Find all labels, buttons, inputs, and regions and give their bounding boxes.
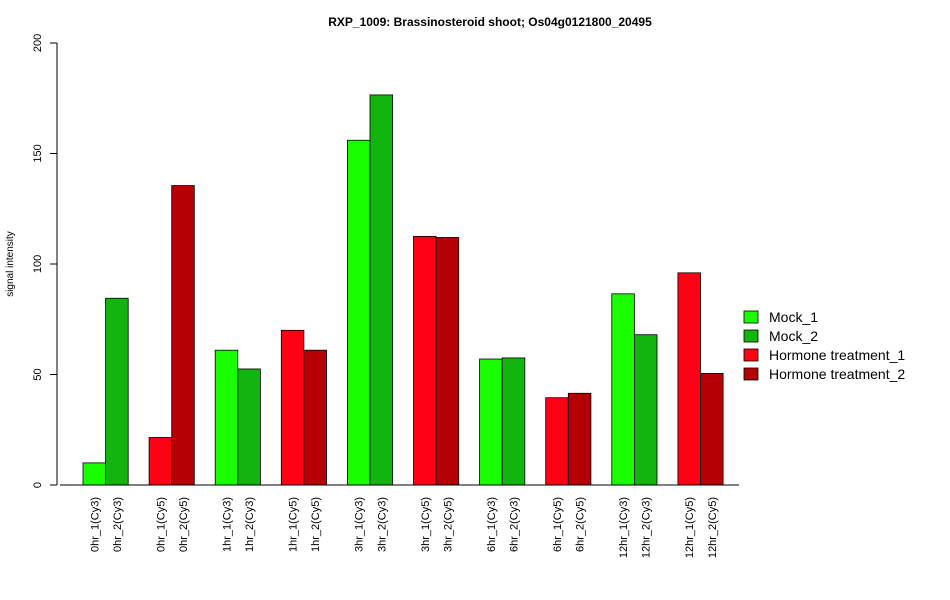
category-label: 1hr_2(Cy5) bbox=[310, 497, 322, 552]
bar bbox=[82, 462, 107, 486]
category-label: 1hr_1(Cy5) bbox=[288, 497, 300, 552]
legend: Mock_1 Mock_2 Hormone treatment_1 Hormone t… bbox=[743, 309, 905, 382]
bar bbox=[611, 293, 635, 486]
y-tick-label: 100 bbox=[32, 255, 44, 273]
bar bbox=[214, 349, 239, 486]
y-tick-label: 200 bbox=[32, 34, 44, 52]
category-label: 12hr_2(Cy5) bbox=[707, 497, 719, 558]
bar bbox=[435, 237, 460, 486]
category-label: 6hr_2(Cy3) bbox=[509, 497, 521, 552]
legend-label: Mock_1 bbox=[769, 309, 818, 325]
chart-title: RXP_1009: Brassinosteroid shoot; Os04g01… bbox=[328, 15, 652, 29]
category-label: 3hr_1(Cy3) bbox=[354, 497, 366, 552]
legend-label: Hormone treatment_1 bbox=[769, 347, 905, 363]
y-tick-label: 0 bbox=[32, 482, 44, 488]
bar bbox=[413, 235, 437, 486]
bars-layer bbox=[82, 94, 724, 486]
legend-swatch bbox=[743, 367, 759, 381]
bar bbox=[369, 94, 394, 486]
category-label: 1hr_2(Cy3) bbox=[244, 497, 256, 552]
y-tick-label: 150 bbox=[32, 144, 44, 162]
bar bbox=[105, 297, 129, 486]
bar bbox=[501, 357, 526, 486]
category-label: 12hr_1(Cy5) bbox=[684, 497, 696, 558]
bar bbox=[171, 185, 195, 486]
legend-swatch bbox=[743, 329, 759, 343]
category-label: 0hr_1(Cy3) bbox=[89, 497, 101, 552]
category-labels: 0hr_1(Cy3) 0hr_2(Cy3) 0hr_1(Cy5) 0hr_2(Cy5)… bbox=[89, 497, 719, 558]
legend-swatch bbox=[743, 310, 759, 324]
y-axis: 0 50 100 150 200 bbox=[32, 34, 58, 488]
category-label: 6hr_1(Cy5) bbox=[552, 497, 564, 552]
bar bbox=[700, 372, 724, 486]
category-label: 12hr_2(Cy3) bbox=[641, 497, 653, 558]
y-axis-label: signal intensity bbox=[5, 231, 16, 297]
bar bbox=[677, 272, 701, 486]
category-label: 1hr_1(Cy3) bbox=[222, 497, 234, 552]
category-label: 3hr_2(Cy3) bbox=[376, 497, 388, 552]
category-label: 0hr_2(Cy5) bbox=[178, 497, 190, 552]
bar bbox=[567, 392, 592, 486]
category-label: 6hr_2(Cy5) bbox=[575, 497, 587, 552]
bar bbox=[545, 397, 569, 486]
category-label: 6hr_1(Cy3) bbox=[486, 497, 498, 552]
y-tick-label: 50 bbox=[32, 368, 44, 380]
bar bbox=[237, 368, 261, 486]
category-label: 0hr_1(Cy5) bbox=[155, 497, 167, 552]
bar bbox=[479, 358, 503, 486]
bar bbox=[303, 349, 327, 486]
bar bbox=[346, 139, 371, 486]
bar bbox=[634, 334, 658, 486]
bar bbox=[148, 437, 173, 486]
category-label: 12hr_1(Cy3) bbox=[618, 497, 630, 558]
category-label: 3hr_2(Cy5) bbox=[442, 497, 454, 552]
bar bbox=[280, 329, 305, 486]
category-label: 3hr_1(Cy5) bbox=[420, 497, 432, 552]
category-label: 0hr_2(Cy3) bbox=[112, 497, 124, 552]
legend-label: Hormone treatment_2 bbox=[769, 366, 905, 382]
legend-label: Mock_2 bbox=[769, 328, 818, 344]
legend-swatch bbox=[743, 348, 759, 362]
